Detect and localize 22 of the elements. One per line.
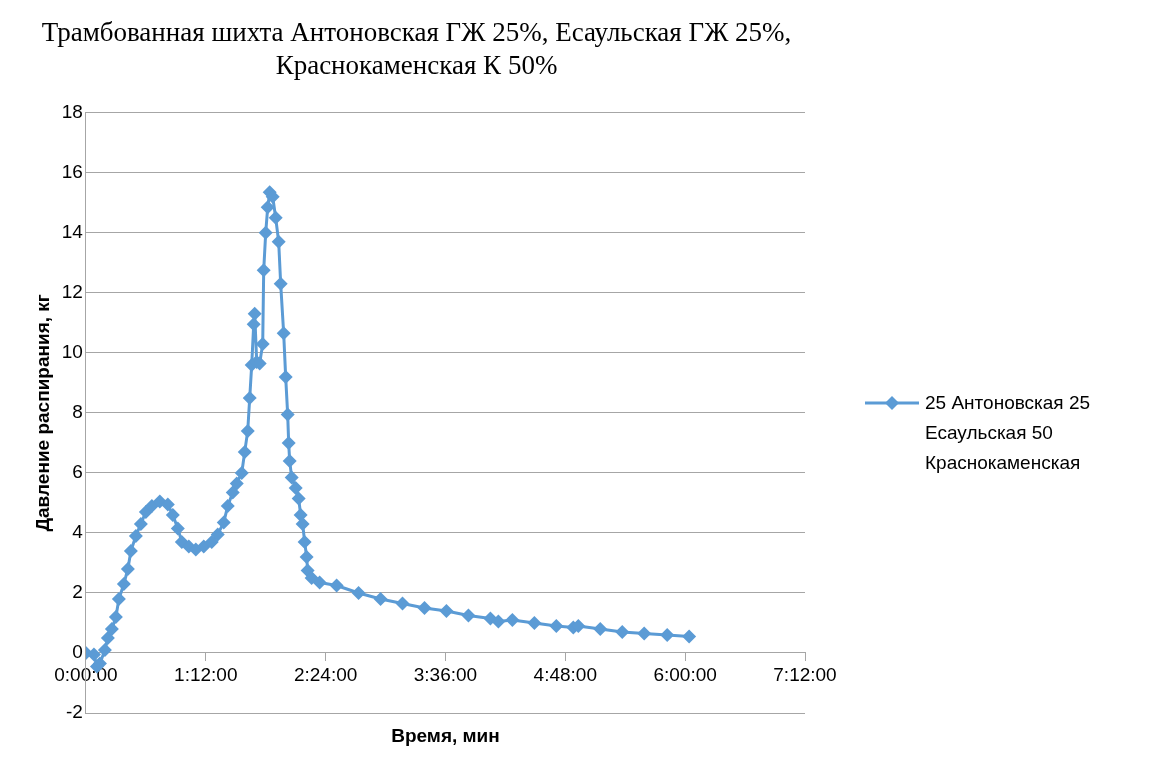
- chart-title: Трамбованная шихта Антоновская ГЖ 25%, Есаульская ГЖ 25%, Краснокаменская К 50%: [41, 17, 792, 80]
- y-tick-label: 8: [72, 401, 83, 423]
- y-tick-label: 12: [61, 281, 83, 303]
- y-tick-label: 6: [72, 461, 83, 483]
- y-tick-label: -2: [66, 701, 83, 723]
- x-tick-label: 6:00:00: [653, 663, 717, 685]
- y-axis-title: Давление распирания, кг: [31, 294, 53, 532]
- x-tick-label: 2:24:00: [293, 663, 358, 685]
- legend-label: 25 Антоновская 25 Есаульская 50 Краснокаменская: [925, 391, 1092, 475]
- y-tick-label: 4: [72, 521, 84, 543]
- x-tick-label: 0:00:00: [54, 663, 118, 685]
- y-tick-label: 0: [72, 641, 83, 663]
- y-tick-label: 10: [61, 341, 83, 363]
- x-tick-label: 1:12:00: [174, 663, 238, 685]
- x-tick-label: 4:48:00: [533, 663, 598, 685]
- y-tick-label: 2: [72, 581, 83, 603]
- x-tick-label: 7:12:00: [773, 663, 837, 685]
- x-tick-label: 3:36:00: [413, 663, 478, 685]
- x-axis-title: Время, мин: [391, 724, 500, 746]
- y-tick-label: 18: [61, 101, 83, 123]
- y-tick-label: 14: [61, 221, 84, 243]
- y-tick-label: 16: [61, 161, 83, 183]
